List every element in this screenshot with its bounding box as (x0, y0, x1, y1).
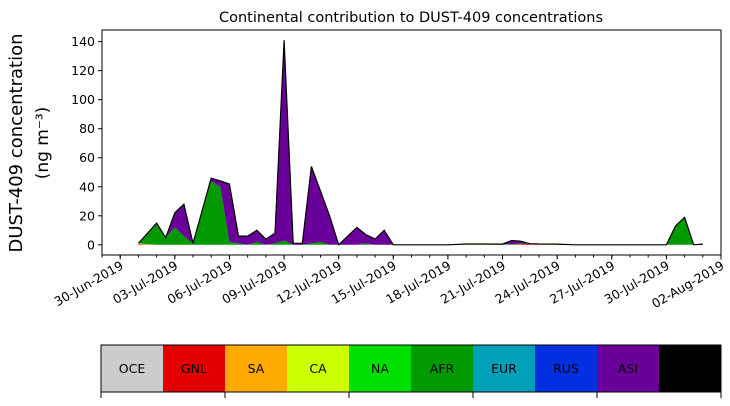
legend-swatch-rus (535, 345, 597, 392)
y-tick-label: 20 (79, 208, 95, 223)
legend-label-oce: OCE (119, 361, 146, 376)
legend-swatch-asi (597, 345, 659, 392)
y-axis: 0 20 40 60 80 100 120 140 (71, 34, 102, 252)
legend-swatch-gnl (163, 345, 225, 392)
y-tick-label: 60 (79, 150, 95, 165)
legend-swatch-ca (287, 345, 349, 392)
legend-swatch-eur (473, 345, 535, 392)
legend: OCE GNL SA CA NA AFR EUR RUS ASI AUS (100, 344, 722, 398)
y-tick-label: 140 (71, 34, 95, 49)
legend-label-rus: RUS (553, 361, 579, 376)
legend-label-afr: AFR (430, 361, 455, 376)
legend-frame (100, 344, 722, 393)
y-tick-label: 100 (71, 92, 95, 107)
x-axis: 30-Jun-201903-Jul-201906-Jul-201909-Jul-… (52, 255, 727, 311)
y-tick-label: 120 (71, 63, 95, 78)
plot-outline (101, 29, 722, 256)
legend-label-sa: SA (248, 361, 265, 376)
y-axis-label-line1: DUST-409 concentration (6, 33, 27, 252)
legend-swatch-oce (101, 345, 163, 392)
legend-swatch-afr (411, 345, 473, 392)
legend-swatch-na (349, 345, 411, 392)
legend-label-ca: CA (309, 361, 327, 376)
legend-swatch-sa (225, 345, 287, 392)
y-tick-label: 80 (79, 121, 95, 136)
y-axis-unit-label: (ng m⁻³) (33, 107, 53, 180)
y-tick-label: 0 (87, 237, 95, 252)
chart-title: Continental contribution to DUST-409 con… (219, 10, 603, 26)
y-axis-label-line2: (ng m⁻³) (33, 107, 53, 180)
legend-label-gnl: GNL (181, 361, 207, 376)
area-asi (138, 40, 703, 245)
plot-areas (137, 40, 703, 246)
legend-swatch-aus (659, 345, 721, 392)
plot-frame (101, 29, 722, 256)
legend-label-aus: AUS (677, 361, 703, 376)
legend-label-eur: EUR (491, 361, 517, 376)
legend-label-na: NA (371, 361, 389, 376)
y-tick-label: 40 (79, 179, 95, 194)
y-axis-label: DUST-409 concentration (6, 33, 27, 252)
total-line (137, 40, 703, 246)
legend-label-asi: ASI (618, 361, 638, 376)
